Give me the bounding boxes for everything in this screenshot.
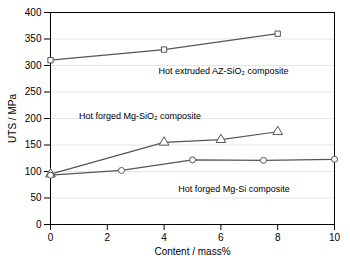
svg-text:50: 50: [30, 192, 42, 203]
svg-text:350: 350: [25, 33, 42, 44]
svg-text:300: 300: [25, 60, 42, 71]
svg-text:Hot forged Mg-Si composite: Hot forged Mg-Si composite: [178, 184, 290, 194]
svg-text:Hot extruded AZ-SiO₂ composite: Hot extruded AZ-SiO₂ composite: [158, 66, 288, 76]
svg-text:0: 0: [36, 219, 42, 230]
svg-text:100: 100: [25, 166, 42, 177]
svg-text:0: 0: [48, 232, 54, 243]
svg-text:Hot forged Mg-SiO₂ composite: Hot forged Mg-SiO₂ composite: [79, 111, 201, 121]
svg-text:2: 2: [105, 232, 111, 243]
svg-text:400: 400: [25, 7, 42, 18]
svg-text:4: 4: [161, 232, 167, 243]
svg-text:8: 8: [275, 232, 281, 243]
svg-text:150: 150: [25, 139, 42, 150]
svg-text:200: 200: [25, 113, 42, 124]
svg-text:UTS / MPa: UTS / MPa: [7, 94, 18, 143]
svg-text:250: 250: [25, 86, 42, 97]
svg-text:Content / mass%: Content / mass%: [154, 246, 230, 257]
svg-text:6: 6: [218, 232, 224, 243]
svg-text:10: 10: [329, 232, 341, 243]
